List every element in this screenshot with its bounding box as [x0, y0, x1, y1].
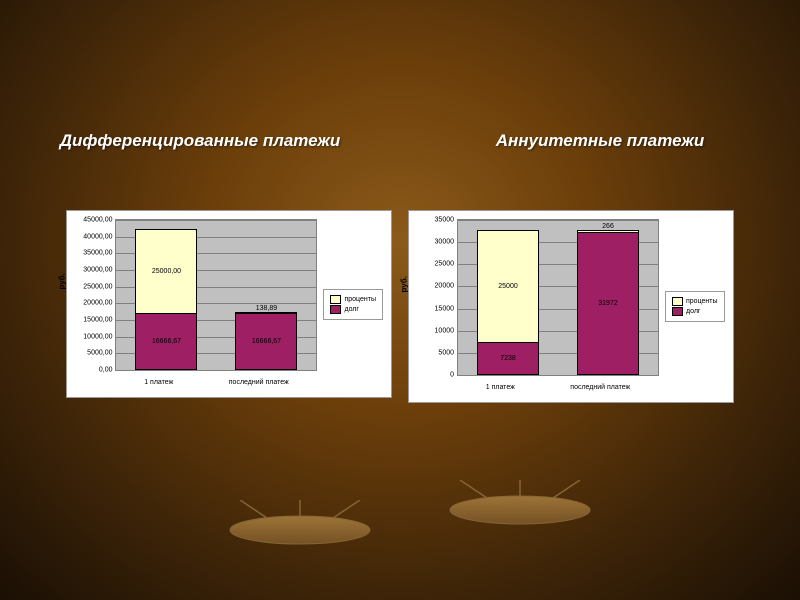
legend-item: долг	[672, 307, 718, 316]
legend-label: долг	[686, 308, 700, 315]
y-tick: 5000	[438, 349, 454, 356]
y-tick: 35000	[435, 217, 454, 224]
x-label: 1 платеж	[486, 384, 515, 391]
legend: проценты долг	[665, 291, 725, 322]
legend-label: проценты	[686, 298, 718, 305]
legend-swatch	[330, 295, 341, 304]
plot-area: 0,005000,0010000,0015000,0020000,0025000…	[115, 219, 317, 371]
legend-swatch	[330, 305, 341, 314]
y-tick: 45000,00	[83, 217, 112, 224]
y-axis-label: руб.	[400, 276, 409, 292]
legend-item: долг	[330, 305, 376, 314]
legend-item: проценты	[672, 297, 718, 306]
slide: Дифференцированные платежи Аннуитетные п…	[0, 0, 800, 600]
segment-interest: 25000	[478, 231, 538, 342]
y-tick: 25000	[435, 261, 454, 268]
chart-container: 0,00 5000,00 10000,00 15000,00 20000,00 25000…	[66, 210, 392, 398]
data-label: 266	[602, 223, 614, 230]
scale-pan-right	[440, 480, 600, 528]
y-tick: 15000,00	[83, 317, 112, 324]
y-tick: 25000,00	[83, 283, 112, 290]
charts-row: 0,00 5000,00 10000,00 15000,00 20000,00 25000…	[0, 210, 800, 403]
y-tick: 0	[450, 372, 454, 379]
segment-debt: 16666,67	[236, 313, 296, 369]
chart-right: 05000100001500020000250003000035000руб.7…	[408, 210, 734, 403]
scale-pan-icon	[440, 480, 600, 528]
y-tick: 0,00	[99, 367, 113, 374]
chart-left: 0,00 5000,00 10000,00 15000,00 20000,00 25000…	[66, 210, 392, 403]
legend: проценты долг	[323, 289, 383, 320]
scale-pan-left	[220, 500, 380, 548]
bar-stack: 31972	[577, 230, 639, 375]
y-tick: 15000	[435, 305, 454, 312]
y-axis-label: руб.	[58, 273, 67, 289]
titles-row: Дифференцированные платежи Аннуитетные п…	[0, 130, 800, 152]
bar-stack: 16666,6725000,00	[135, 229, 197, 370]
title-right: Аннуитетные платежи	[424, 130, 776, 152]
y-tick: 40000,00	[83, 233, 112, 240]
segment-debt: 16666,67	[136, 313, 196, 369]
plot-area: 05000100001500020000250003000035000руб.7…	[457, 219, 659, 376]
y-tick: 10000	[435, 327, 454, 334]
segment-debt: 7238	[478, 342, 538, 374]
title-left: Дифференцированные платежи	[24, 130, 376, 152]
scale-pan-icon	[220, 500, 380, 548]
y-tick: 30000,00	[83, 267, 112, 274]
segment-debt: 31972	[578, 232, 638, 374]
y-tick: 10000,00	[83, 333, 112, 340]
legend-swatch	[672, 307, 683, 316]
chart-container: 05000100001500020000250003000035000руб.7…	[408, 210, 734, 403]
x-label: 1 платеж	[144, 379, 173, 386]
y-tick: 35000,00	[83, 250, 112, 257]
legend-label: проценты	[344, 296, 376, 303]
data-label: 138,89	[256, 305, 277, 312]
legend-label: долг	[344, 306, 358, 313]
x-label: последний платеж	[570, 384, 630, 391]
legend-item: проценты	[330, 295, 376, 304]
x-label: последний платеж	[229, 379, 289, 386]
y-tick: 20000	[435, 283, 454, 290]
segment-interest: 25000,00	[136, 230, 196, 313]
bar-stack: 16666,67	[235, 312, 297, 370]
y-tick: 5000,00	[87, 350, 112, 357]
bar-stack: 723825000	[477, 230, 539, 375]
legend-swatch	[672, 297, 683, 306]
y-tick: 20000,00	[83, 300, 112, 307]
y-tick: 30000	[435, 239, 454, 246]
